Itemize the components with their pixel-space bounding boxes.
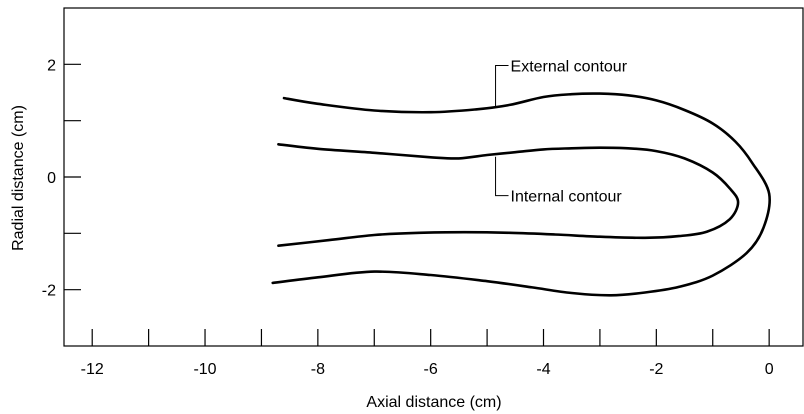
internal-contour-label: Internal contour (511, 189, 623, 206)
x-axis-ticks: -12 -10 -8 -6 -4 -2 0 (81, 329, 774, 378)
annotation-leader (495, 156, 509, 197)
annotation-leader (495, 64, 509, 107)
external-contour-line (271, 92, 771, 297)
internal-contour-line (277, 143, 740, 247)
y-axis-title: Radial distance (cm) (10, 105, 27, 251)
y-tick-label: 0 (47, 170, 56, 187)
series-layer (271, 92, 771, 297)
x-tick-label: -12 (81, 361, 104, 378)
y-axis-ticks: -2 0 2 (42, 57, 81, 300)
x-tick-label: -4 (536, 361, 550, 378)
x-tick-label: 0 (765, 361, 774, 378)
plot-frame (63, 7, 804, 347)
annotation-layer: External contour Internal contour (495, 58, 628, 206)
x-tick-label: -6 (424, 361, 438, 378)
y-tick-label: -2 (42, 283, 56, 300)
x-tick-label: -8 (311, 361, 325, 378)
x-tick-label: -10 (193, 361, 216, 378)
x-axis-title: Axial distance (cm) (366, 394, 501, 411)
external-contour-label: External contour (511, 58, 628, 75)
y-tick-label: 2 (47, 57, 56, 74)
x-tick-label: -2 (649, 361, 663, 378)
